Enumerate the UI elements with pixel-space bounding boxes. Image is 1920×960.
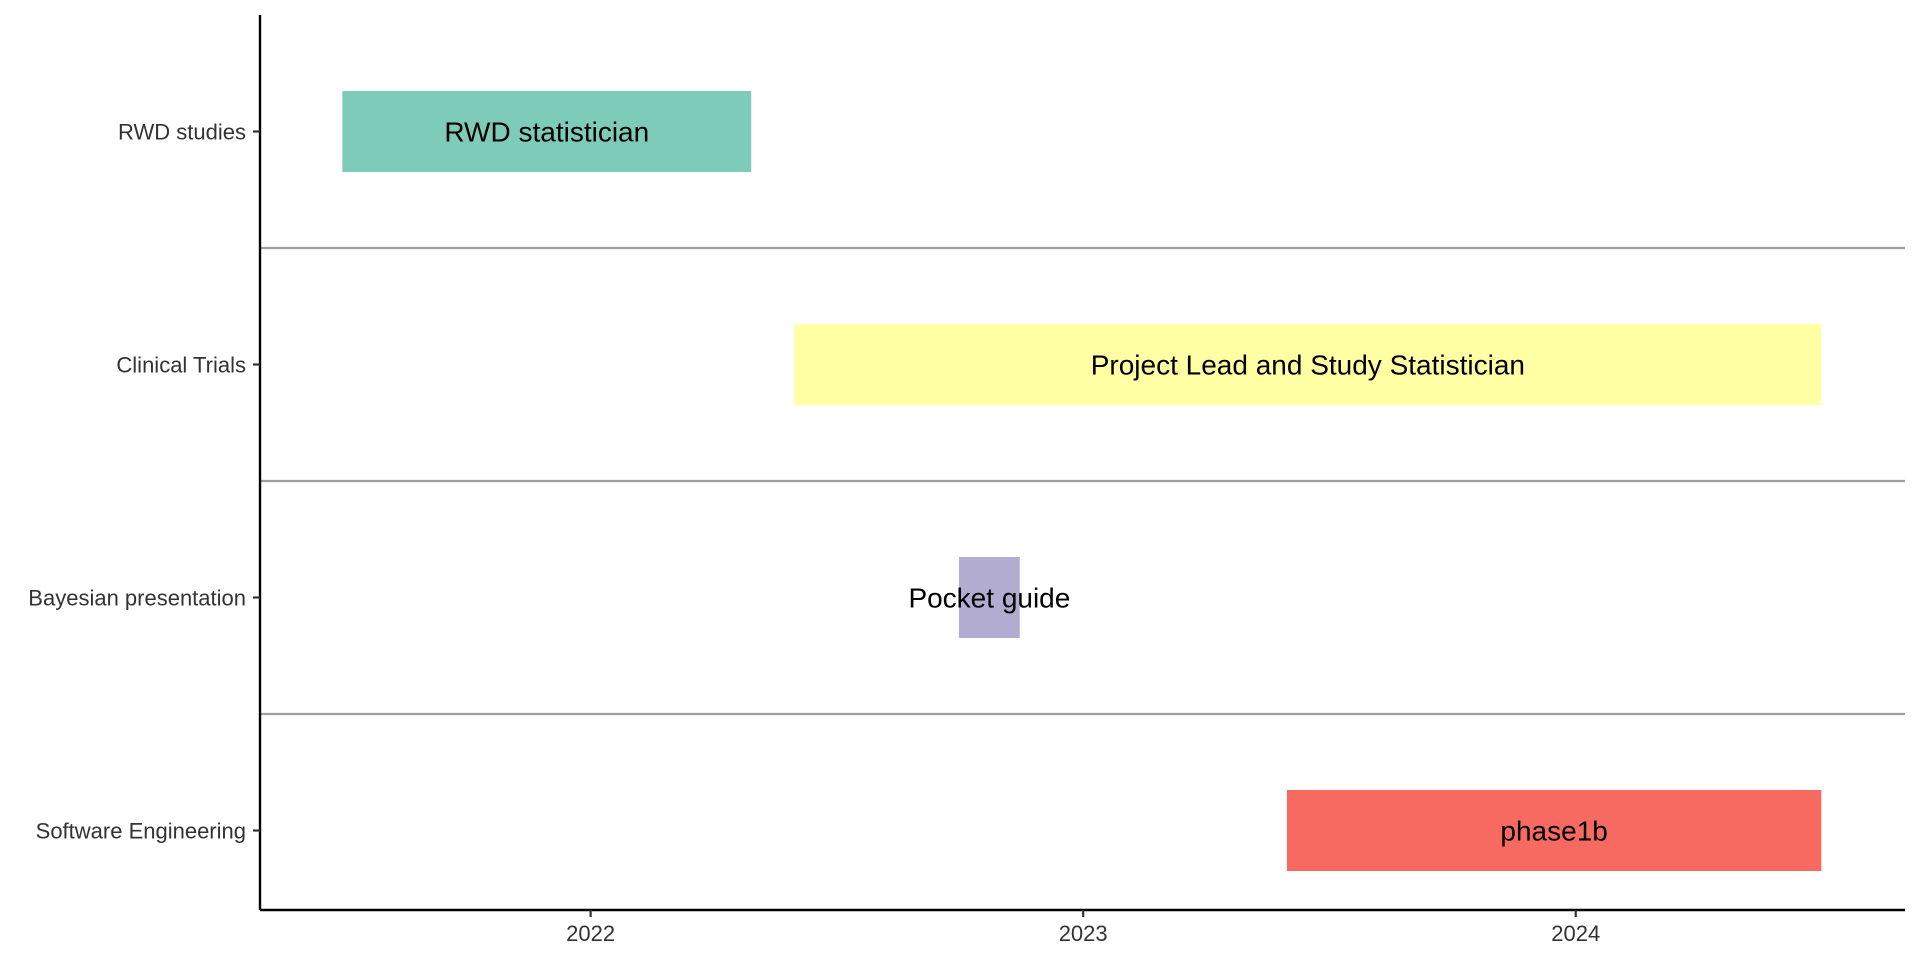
y-tick-label: RWD studies: [118, 120, 246, 145]
task-bars: [342, 91, 1822, 871]
y-tick-label: Software Engineering: [36, 819, 246, 844]
y-tick-label: Clinical Trials: [116, 353, 246, 378]
task-label: Pocket guide: [908, 583, 1070, 614]
task-bar: [1286, 790, 1822, 871]
x-tick-label: 2024: [1551, 921, 1600, 946]
y-axis: RWD studies Clinical Trials Bayesian prese…: [28, 15, 262, 910]
row-separators: [260, 246, 1905, 716]
task-bar: [959, 557, 1020, 638]
task-bar: [794, 324, 1822, 405]
x-axis: 2022 2023 2024: [260, 908, 1905, 946]
task-label: phase1b: [1500, 816, 1607, 847]
y-tick-label: Bayesian presentation: [28, 586, 246, 611]
task-label: RWD statistician: [444, 117, 649, 148]
task-labels: RWD statistician Project Lead and Study S…: [444, 117, 1608, 847]
x-tick-label: 2022: [566, 921, 615, 946]
x-tick-label: 2023: [1059, 921, 1108, 946]
task-label: Project Lead and Study Statistician: [1091, 350, 1525, 381]
task-bar: [342, 91, 752, 172]
